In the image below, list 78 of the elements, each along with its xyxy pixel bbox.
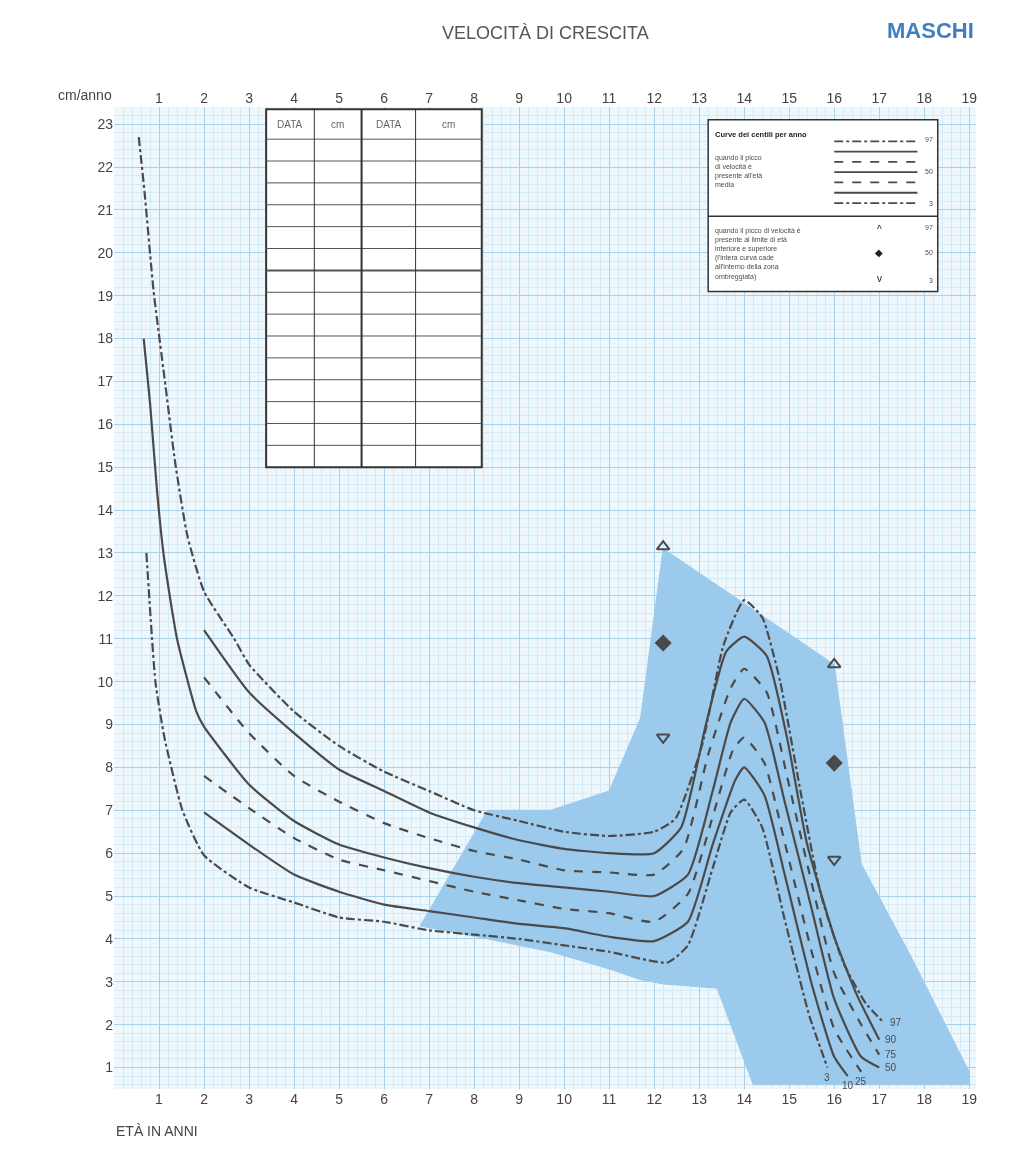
x2-tick-label: 8 — [470, 1091, 479, 1107]
y-tick-label: 8 — [105, 759, 114, 776]
y-axis-title: cm/anno — [58, 87, 112, 103]
series-label: 50 — [885, 1062, 897, 1073]
x2-tick-label: 5 — [335, 1091, 344, 1107]
x-tick-label: 10 — [556, 90, 573, 107]
x2-tick-label: 12 — [646, 1091, 663, 1107]
y-tick-label: 7 — [105, 802, 114, 819]
y-tick-label: 10 — [97, 673, 114, 690]
x2-tick-label: 18 — [916, 1091, 933, 1107]
y-tick-label: 14 — [97, 501, 114, 518]
x2-tick-label: 14 — [736, 1091, 753, 1107]
y-tick-label: 21 — [97, 201, 114, 218]
x2-tick-label: 15 — [781, 1091, 798, 1107]
x-tick-label: 19 — [961, 90, 978, 107]
y-tick-label: 5 — [105, 887, 114, 904]
x2-tick-label: 13 — [691, 1091, 708, 1107]
line-series — [142, 337, 881, 1069]
series-label: 90 — [885, 1034, 897, 1045]
y-tick-label: 12 — [97, 587, 114, 604]
x-tick-label: 14 — [736, 90, 753, 107]
y-tick-label: 1 — [105, 1059, 114, 1076]
x-tick-label: 5 — [335, 90, 344, 107]
x2-tick-label: 9 — [515, 1091, 524, 1107]
y-tick-label: 15 — [97, 459, 114, 476]
y-tick-label: 23 — [97, 116, 114, 133]
point — [826, 657, 842, 669]
y-tick-label: 13 — [97, 544, 114, 561]
x2-tick-label: 19 — [961, 1091, 978, 1107]
x-tick-label: 4 — [290, 90, 299, 107]
x-tick-label: 18 — [916, 90, 933, 107]
y-tick-label: 20 — [97, 244, 114, 261]
series-label: 25 — [855, 1076, 867, 1087]
x2-tick-label: 4 — [290, 1091, 299, 1107]
y-tick-label: 11 — [98, 630, 114, 647]
x-tick-label: 8 — [470, 90, 479, 107]
line-series — [145, 551, 829, 1069]
y-tick-label: 2 — [105, 1016, 114, 1033]
x-tick-label: 13 — [691, 90, 708, 107]
x-tick-label: 1 — [155, 90, 164, 107]
x-tick-label: 3 — [245, 90, 254, 107]
y-tick-label: 9 — [105, 716, 114, 733]
x2-tick-label: 7 — [425, 1091, 434, 1107]
point — [826, 754, 843, 772]
x2-tick-label: 11 — [601, 1091, 617, 1107]
y-tick-label: 3 — [105, 973, 114, 990]
x-tick-label: 7 — [425, 90, 434, 107]
x-tick-label: 6 — [380, 90, 389, 107]
series-label: 97 — [890, 1017, 902, 1028]
x2-tick-label: 17 — [871, 1091, 888, 1107]
y-tick-label: 17 — [97, 373, 114, 390]
x2-tick-label: 3 — [245, 1091, 254, 1107]
y-tick-label: 22 — [97, 158, 114, 175]
y-tick-label: 4 — [105, 930, 114, 947]
point — [826, 855, 842, 867]
x-tick-label: 2 — [200, 90, 209, 107]
x2-tick-label: 6 — [380, 1091, 389, 1107]
x2-tick-label: 2 — [200, 1091, 209, 1107]
chart-subtitle: MASCHI — [887, 18, 974, 43]
x2-tick-label: 16 — [826, 1091, 843, 1107]
x-tick-label: 16 — [826, 90, 843, 107]
x2-tick-label: 1 — [155, 1091, 164, 1107]
y-tick-label: 19 — [97, 287, 114, 304]
x-axis-title: ETÀ IN ANNI — [116, 1123, 198, 1139]
y-tick-label: 16 — [97, 416, 114, 433]
series-label: 3 — [824, 1072, 830, 1083]
x2-tick-label: 10 — [556, 1091, 573, 1107]
chart-title: VELOCITÀ DI CRESCITA — [442, 23, 649, 43]
x-tick-label: 17 — [871, 90, 888, 107]
point — [655, 634, 672, 652]
series-label: 10 — [842, 1080, 854, 1091]
y-tick-label: 6 — [105, 845, 114, 862]
x-tick-label: 15 — [781, 90, 798, 107]
x-tick-label: 12 — [646, 90, 663, 107]
series-label: 75 — [885, 1049, 897, 1060]
y-tick-label: 18 — [97, 330, 114, 347]
x-tick-label: 11 — [601, 90, 617, 107]
x-tick-label: 9 — [515, 90, 524, 107]
